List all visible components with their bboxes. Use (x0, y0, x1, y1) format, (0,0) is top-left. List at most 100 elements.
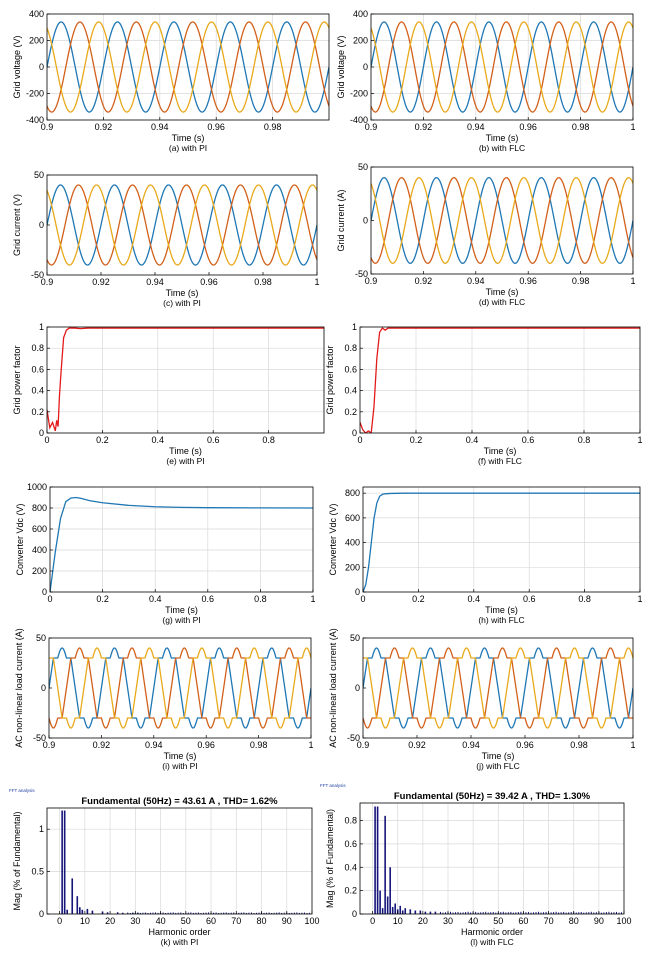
x-tick-label: 1 (637, 594, 642, 604)
y-tick-label: -50 (347, 733, 360, 743)
harmonic-bar (613, 912, 615, 914)
plot-marks (363, 647, 633, 729)
x-tick-label: 0 (370, 916, 375, 926)
y-tick-label: 0 (363, 62, 368, 72)
harmonic-bar (301, 912, 303, 914)
harmonic-bar (63, 810, 66, 914)
harmonic-bar (283, 912, 285, 914)
plot-marks (360, 327, 640, 433)
y-tick-label: 0.4 (31, 386, 44, 396)
harmonic-bar (527, 911, 529, 914)
x-tick-label: 0.92 (415, 122, 433, 132)
harmonic-bar (296, 912, 298, 914)
harmonic-bar (588, 912, 590, 914)
harmonic-bar (195, 912, 197, 914)
harmonic-bar (376, 806, 379, 914)
harmonic-bar (182, 912, 184, 914)
harmonic-bar (263, 912, 265, 914)
harmonic-bar (197, 912, 199, 914)
harmonic-bar (250, 912, 252, 914)
harmonic-bar (157, 912, 159, 914)
harmonic-bar (281, 912, 283, 914)
harmonic-bar (610, 912, 612, 914)
harmonic-bar (578, 912, 580, 914)
plot-area (363, 487, 640, 592)
harmonic-bar (139, 912, 141, 914)
x-tick-label: 0.9 (365, 276, 378, 286)
series-line-phase-2 (49, 647, 311, 729)
harmonic-bar (399, 905, 402, 914)
y-tick-label: 0 (363, 216, 368, 226)
x-tick-label: 0.6 (523, 594, 536, 604)
chart-title: Fundamental (50Hz) = 43.61 A , THD= 1.62… (81, 796, 278, 807)
harmonic-bar (81, 909, 84, 914)
harmonic-bar (61, 810, 63, 914)
x-tick-label: 20 (105, 916, 115, 926)
panel-caption: (l) with FLC (470, 937, 513, 947)
harmonic-bar (177, 912, 179, 914)
y-tick-label: 0.6 (344, 364, 357, 374)
harmonic-bar (306, 912, 308, 914)
fft-analysis-label: FFT analysis (9, 788, 35, 793)
harmonic-bar (167, 912, 169, 914)
harmonic-bar (106, 912, 109, 914)
chart-panel-10: 0 10 20 30 40 50 60 70 80 90 100 0 0.5 1 Harmonic orde… (9, 788, 320, 947)
x-tick-label: 50 (493, 916, 503, 926)
harmonic-bar (555, 911, 557, 914)
harmonic-bar (79, 907, 81, 914)
x-tick-label: 0.94 (467, 122, 485, 132)
chart-panel-8: 0.9 0.92 0.94 0.96 0.98 1 -50 0 50 Time (s)(i) wi… (14, 628, 314, 771)
harmonic-bar (389, 867, 391, 914)
x-tick-label: 0.2 (96, 594, 109, 604)
y-tick-label: 200 (32, 566, 47, 576)
y-tick-label: 0.2 (31, 407, 44, 417)
y-tick-label: 50 (34, 170, 44, 180)
harmonic-bar (507, 912, 509, 914)
x-tick-label: 0.9 (41, 277, 54, 287)
series-line-phase-3 (49, 647, 311, 729)
series-line-phase-3 (371, 21, 633, 113)
series-line-phase-1 (371, 177, 633, 264)
harmonic-bar (147, 912, 149, 914)
y-tick-label: 200 (345, 562, 360, 572)
y-tick-label: 0.8 (31, 343, 44, 353)
y-tick-label: 0.8 (344, 816, 357, 826)
harmonic-bar (215, 912, 217, 914)
harmonic-bar (200, 912, 202, 914)
harmonic-bar (192, 912, 194, 914)
harmonic-bar (255, 912, 257, 914)
harmonic-bar (129, 912, 131, 914)
y-tick-label: -400 (26, 115, 44, 125)
plot-marks (49, 647, 311, 729)
chart-panel-5: 0 0.2 0.4 0.6 0.8 1 0 0.2 0.4 0.6 0.8 1 Time (s)(f) … (325, 322, 643, 466)
x-tick-label: 0.2 (96, 435, 109, 445)
harmonic-bar (374, 806, 376, 914)
harmonic-bar (208, 912, 210, 914)
x-tick-label: 0.96 (519, 122, 537, 132)
harmonic-bar (603, 912, 605, 914)
y-axis-label: AC non-linear load current (A) (14, 628, 24, 748)
y-axis-label: Grid voltage (V) (12, 35, 22, 98)
x-axis-label: Time (s) (485, 605, 518, 615)
harmonic-bar (121, 912, 124, 914)
harmonic-bar (404, 908, 407, 914)
x-axis-label: Time (s) (486, 287, 519, 297)
series-line-phase-3 (363, 647, 633, 729)
x-tick-label: 0.6 (207, 435, 220, 445)
y-tick-label: 1 (39, 322, 44, 332)
y-axis-label: Grid current (V) (12, 194, 22, 256)
x-tick-label: 0.9 (43, 740, 56, 750)
x-tick-label: 0 (360, 594, 365, 604)
harmonic-bar (132, 912, 134, 914)
harmonic-bar (575, 912, 577, 914)
plot-marks (47, 21, 329, 113)
x-tick-label: 0.2 (412, 594, 425, 604)
plot-area (50, 487, 313, 592)
y-tick-label: 0.2 (344, 407, 357, 417)
axes-frame (46, 326, 325, 434)
harmonic-bar (424, 911, 427, 914)
y-tick-label: 0.4 (344, 862, 357, 872)
x-tick-label: 0.98 (250, 740, 268, 750)
harmonic-bar (276, 912, 278, 914)
harmonic-bar (452, 912, 454, 914)
